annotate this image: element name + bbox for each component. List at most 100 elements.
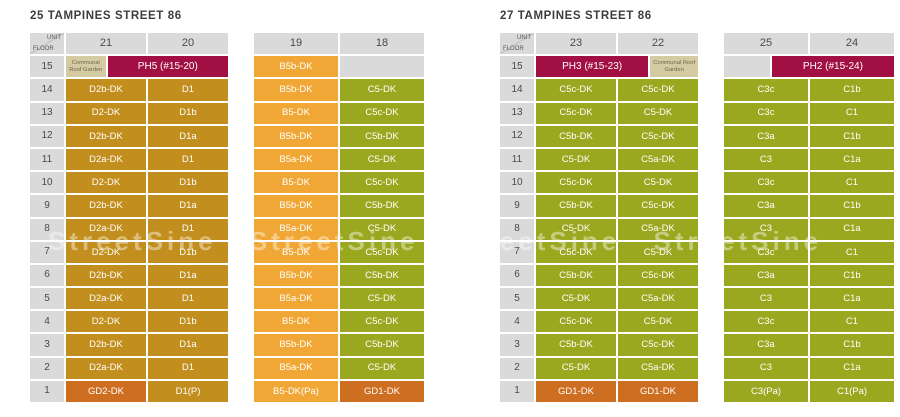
floor-label: 2 [30, 357, 64, 379]
unit-cell: C5-DK [536, 148, 616, 171]
floor-label: 7 [500, 241, 534, 263]
unit-cell: C1a [810, 218, 894, 240]
stack-table-19-18: 19 18 B5b-DK B5b-DK C5-DK B5-DK C5c-DK B5b-DK C5… [254, 33, 424, 402]
unit-cell: C5c-DK [618, 79, 698, 101]
unit-cell: D2-DK [66, 311, 146, 333]
stack-table-21-20: UNIT FLOOR 21 20 15 Communal Roof Garden PH5 (… [30, 33, 228, 402]
unit-cell: B5b-DK [254, 56, 338, 78]
unit-cell: C5-DK [536, 357, 616, 379]
unit-cell: C5c-DK [340, 102, 424, 124]
unit-cell: C3 [724, 148, 808, 171]
unit-cell: C5-DK [340, 148, 424, 171]
unit-cell: C5a-DK [618, 218, 698, 240]
floor-label: 12 [30, 125, 64, 147]
unit-cell: C5c-DK [536, 102, 616, 124]
stack-header-20: 20 [148, 33, 228, 55]
unit-cell: C5-DK [340, 79, 424, 101]
empty-roof-cell [724, 56, 770, 78]
unit-cell: D1 [148, 357, 228, 379]
unit-cell: D1 [148, 148, 228, 171]
unit-cell: C5-DK [536, 288, 616, 310]
stack-table-25-24: 25 24 PH2 (#15-24) C3c C1b C3c C1 C3a C1b C3 C1a C3… [724, 33, 894, 402]
unit-cell: D2a-DK [66, 357, 146, 379]
unit-cell: C5c-DK [340, 172, 424, 194]
unit-cell: D1a [148, 195, 228, 217]
floor-label: 4 [30, 311, 64, 333]
unit-cell: C5a-DK [618, 357, 698, 379]
unit-cell: C3c [724, 311, 808, 333]
unit-cell: C1 [810, 102, 894, 124]
unit-cell: D1b [148, 172, 228, 194]
unit-cell: B5a-DK [254, 148, 338, 171]
unit-cell: GD1-DK [618, 380, 698, 402]
unit-cell: D2a-DK [66, 218, 146, 240]
unit-cell: C5-DK [340, 357, 424, 379]
unit-cell: C5b-DK [536, 264, 616, 287]
stack-table-23-22: UNIT FLOOR 23 22 15 PH3 (#15-23) Communal Roof… [500, 33, 698, 402]
unit-cell: C5b-DK [340, 334, 424, 356]
building-25-title: 25 TAMPINES STREET 86 [30, 10, 182, 22]
unit-cell: C3a [724, 264, 808, 287]
unit-cell: B5b-DK [254, 334, 338, 356]
corner-floor-label: FLOOR [33, 46, 54, 53]
unit-cell: D2a-DK [66, 148, 146, 171]
unit-cell: C5b-DK [536, 125, 616, 147]
unit-cell: B5-DK [254, 172, 338, 194]
unit-cell: B5-DK [254, 241, 338, 263]
unit-cell: C1b [810, 264, 894, 287]
unit-cell: B5a-DK [254, 357, 338, 379]
floor-label: 9 [500, 195, 534, 217]
unit-cell: C5c-DK [618, 264, 698, 287]
unit-cell: C1 [810, 172, 894, 194]
unit-cell: C1a [810, 357, 894, 379]
unit-cell: C5a-DK [618, 288, 698, 310]
stack-header-21: 21 [66, 33, 146, 55]
floor-label: 6 [30, 264, 64, 287]
floor-label: 6 [500, 264, 534, 287]
unit-cell: B5b-DK [254, 264, 338, 287]
floor-label: 15 [30, 56, 64, 78]
floor-label: 9 [30, 195, 64, 217]
unit-cell: D1 [148, 79, 228, 101]
unit-cell: D1 [148, 218, 228, 240]
unit-cell: C3c [724, 241, 808, 263]
corner-unit-floor-cell: UNIT FLOOR [500, 33, 534, 55]
unit-cell: B5a-DK [254, 218, 338, 240]
unit-cell: C5b-DK [340, 264, 424, 287]
unit-cell: GD1-DK [340, 380, 424, 402]
unit-cell: C3a [724, 195, 808, 217]
floor-label: 2 [500, 357, 534, 379]
unit-cell: D2b-DK [66, 195, 146, 217]
floor-label: 10 [500, 172, 534, 194]
unit-cell: C5-DK [340, 218, 424, 240]
unit-cell: C3 [724, 288, 808, 310]
unit-cell: C1(Pa) [810, 380, 894, 402]
unit-cell: C3c [724, 102, 808, 124]
stack-header-23: 23 [536, 33, 616, 55]
floor-label: 12 [500, 125, 534, 147]
unit-cell: C3c [724, 79, 808, 101]
communal-roof-garden-cell: Communal Roof Garden [66, 56, 106, 78]
unit-cell: C3 [724, 357, 808, 379]
building-25-section: 25 TAMPINES STREET 86 UNIT FLOOR 21 20 15 Com… [30, 6, 424, 402]
unit-cell: D2b-DK [66, 334, 146, 356]
building-27-section: 27 TAMPINES STREET 86 UNIT FLOOR 23 22 15 PH3… [500, 6, 894, 402]
unit-cell: D2a-DK [66, 288, 146, 310]
unit-cell: C5c-DK [618, 125, 698, 147]
unit-cell: C5-DK [618, 102, 698, 124]
floor-label: 15 [500, 56, 534, 78]
unit-cell: GD2-DK [66, 380, 146, 402]
stack-header-19: 19 [254, 33, 338, 55]
unit-cell: D2-DK [66, 172, 146, 194]
corner-unit-floor-cell: UNIT FLOOR [30, 33, 64, 55]
unit-cell: B5a-DK [254, 288, 338, 310]
floor-label: 10 [30, 172, 64, 194]
unit-cell: C1b [810, 195, 894, 217]
floor-label: 7 [30, 241, 64, 263]
unit-cell: C5-DK [618, 241, 698, 263]
unit-cell: C1b [810, 334, 894, 356]
empty-roof-cell [340, 56, 424, 78]
unit-cell: B5-DK(Pa) [254, 380, 338, 402]
unit-cell: D1b [148, 241, 228, 263]
